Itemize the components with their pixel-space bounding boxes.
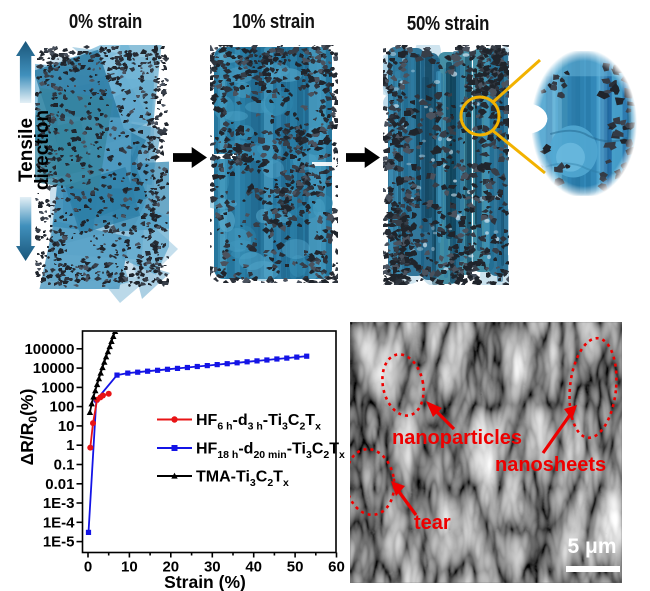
svg-text:Strain (%): Strain (%) bbox=[164, 572, 246, 591]
svg-text:0.01: 0.01 bbox=[45, 476, 74, 493]
svg-text:0.1: 0.1 bbox=[54, 457, 75, 474]
svg-text:nanosheets: nanosheets bbox=[495, 454, 606, 476]
svg-text:1000: 1000 bbox=[41, 379, 74, 396]
svg-text:0: 0 bbox=[84, 559, 92, 576]
svg-text:40: 40 bbox=[245, 559, 262, 576]
svg-text:1: 1 bbox=[66, 437, 74, 454]
svg-text:direction: direction bbox=[32, 110, 53, 190]
svg-text:20: 20 bbox=[162, 559, 179, 576]
svg-text:1E-5: 1E-5 bbox=[43, 534, 75, 551]
svg-text:1E-3: 1E-3 bbox=[43, 495, 75, 512]
svg-text:100: 100 bbox=[49, 399, 74, 416]
svg-text:1E-4: 1E-4 bbox=[43, 514, 75, 531]
svg-text:HF18 h-d20 min-Ti3C2Tx: HF18 h-d20 min-Ti3C2Tx bbox=[196, 441, 345, 462]
svg-text:nanoparticles: nanoparticles bbox=[392, 427, 522, 449]
svg-text:ΔR/R0(%): ΔR/R0(%) bbox=[17, 389, 40, 466]
svg-text:10000: 10000 bbox=[33, 360, 75, 377]
svg-text:5 μm: 5 μm bbox=[567, 535, 616, 558]
svg-text:60: 60 bbox=[328, 559, 345, 576]
svg-text:TMA-Ti3C2Tx: TMA-Ti3C2Tx bbox=[196, 469, 289, 490]
svg-text:10: 10 bbox=[121, 559, 138, 576]
svg-text:Tensile: Tensile bbox=[16, 118, 37, 182]
svg-text:30: 30 bbox=[204, 559, 221, 576]
svg-text:100000: 100000 bbox=[24, 341, 74, 358]
svg-text:50: 50 bbox=[287, 559, 304, 576]
svg-text:tear: tear bbox=[414, 512, 451, 534]
svg-text:HF6 h-d3 h-Ti3C2Tx: HF6 h-d3 h-Ti3C2Tx bbox=[196, 412, 321, 433]
svg-text:10: 10 bbox=[58, 418, 75, 435]
